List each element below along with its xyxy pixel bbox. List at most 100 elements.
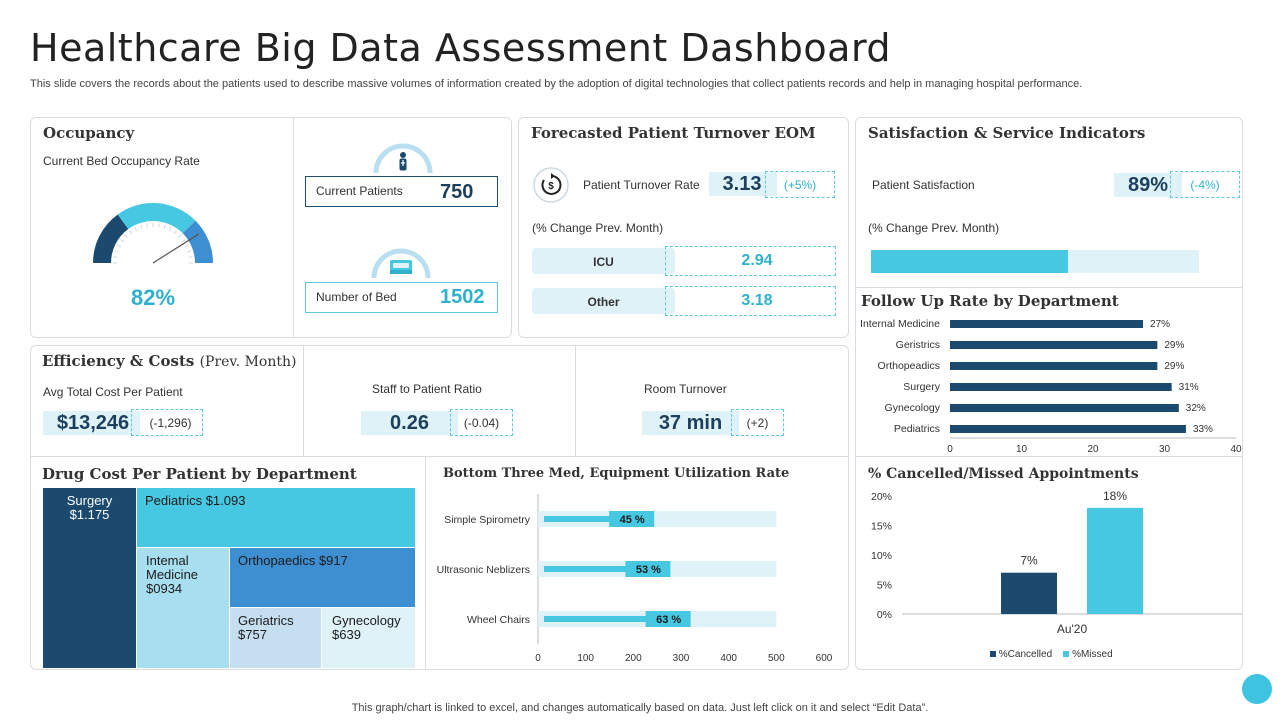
legend-cancelled: %Cancelled: [998, 649, 1053, 660]
treemap-pediatrics: Pediatrics $1.093: [137, 488, 415, 547]
turnover-title: Forecasted Patient Turnover EOM: [531, 124, 816, 142]
followup-xtick: 30: [1159, 444, 1171, 455]
other-row-bg: [532, 288, 675, 314]
satisfaction-label: Patient Satisfaction: [872, 178, 975, 192]
gauge-needle: [152, 233, 199, 264]
followup-value-label: 31%: [1179, 382, 1199, 393]
room-turnover-change: (+2): [746, 416, 769, 430]
page-title: Healthcare Big Data Assessment Dashboard: [30, 26, 892, 70]
avg-cost-label: Avg Total Cost Per Patient: [43, 385, 183, 399]
treemap-internal-medicine: Intemal Medicine $0934: [137, 548, 229, 668]
equipment-title: Bottom Three Med, Equipment Utilization …: [443, 466, 790, 481]
equipment-value-box: [609, 511, 655, 527]
beds-label: Number of Bed: [316, 290, 397, 304]
turnover-rate-label: Patient Turnover Rate: [583, 178, 700, 192]
equipment-value-label: 63 %: [656, 614, 681, 626]
treemap-internal-medicine-value: $0934: [146, 581, 183, 596]
followup-value-label: 32%: [1186, 403, 1206, 414]
patient-icon: [373, 143, 433, 174]
gauge-tick: [188, 256, 193, 258]
equipment-bar-track: [538, 511, 777, 527]
drug-cost-title: Drug Cost Per Patient by Department: [42, 465, 357, 483]
treemap-orthopaedics: Orthopaedics $917: [230, 548, 415, 607]
other-value-box: [665, 286, 836, 316]
turnover-change-label: (% Change Prev. Month): [532, 221, 664, 235]
legend-swatch-missed: [1063, 651, 1070, 657]
satisfaction-change: (-4%): [1190, 178, 1220, 192]
followup-title: Follow Up Rate by Department: [861, 292, 1119, 310]
followup-xtick: 20: [1087, 444, 1099, 455]
followup-bar: [950, 362, 1158, 370]
occupancy-title: Occupancy: [43, 124, 135, 142]
equipment-xtick: 500: [768, 653, 785, 664]
cancelled-legend: %Cancelled %Missed: [990, 649, 1113, 660]
gauge-seg-mid: [117, 203, 196, 234]
room-turnover-bg: [642, 411, 739, 435]
equipment-xtick: 300: [673, 653, 690, 664]
equipment-cat-label: Wheel Chairs: [467, 614, 530, 626]
followup-bar: [950, 425, 1186, 433]
treemap-gynecology-name: Gynecology: [332, 613, 401, 628]
gauge-tick: [187, 250, 192, 253]
gauge-tick: [120, 239, 125, 243]
beds-box: [305, 282, 498, 313]
satisfaction-value: 89%: [1127, 174, 1169, 196]
followup-cat-label: Geristrics: [896, 339, 940, 351]
footer-note: This graph/chart is linked to excel, and…: [351, 702, 929, 714]
followup-cat-label: Gynecology: [885, 402, 941, 414]
icu-value: 2.94: [741, 252, 773, 269]
gauge-tick: [181, 239, 186, 243]
staff-ratio-value: 0.26: [390, 412, 429, 434]
treemap-pediatrics-value: $1.093: [205, 493, 246, 508]
efficiency-title: Efficiency & Costs (Prev. Month): [42, 352, 296, 370]
svg-text:$: $: [548, 181, 554, 192]
gauge-tick: [163, 224, 166, 229]
followup-xtick: 10: [1016, 444, 1028, 455]
turnover-icon: $: [533, 167, 569, 203]
satisfaction-change-label: (% Change Prev. Month): [868, 221, 1000, 235]
room-turnover-value: 37 min: [658, 412, 723, 434]
cancelled-title: % Cancelled/Missed Appointments: [868, 466, 1139, 482]
efficiency-title-main: Efficiency & Costs: [42, 352, 195, 370]
treemap-orthopaedics-value: $917: [318, 553, 348, 568]
turnover-rate-change-box: [765, 171, 835, 198]
gauge-tick: [140, 224, 143, 229]
followup-cat-label: Pediatrics: [894, 423, 940, 435]
equipment-value-box: [645, 611, 691, 627]
equipment-xtick: 400: [720, 653, 737, 664]
cancelled-bar: [1001, 572, 1057, 614]
gauge-tick: [184, 244, 189, 248]
room-turnover-label: Room Turnover: [644, 382, 727, 396]
icu-value-box: [665, 246, 836, 276]
avg-cost-change-box: [131, 409, 203, 436]
followup-bar: [950, 341, 1158, 349]
gauge-tick: [173, 230, 177, 235]
followup-value-label: 29%: [1164, 340, 1184, 351]
gauge-tick: [134, 227, 138, 232]
followup-bar: [950, 320, 1144, 328]
treemap-geriatrics: Geriatrics $757: [230, 608, 321, 668]
treemap-geriatrics-name: Geriatrics: [238, 613, 294, 628]
satisfaction-bar-fill: [871, 250, 1068, 273]
satisfaction-divider-2: [856, 456, 1242, 457]
followup-chart: Internal Medicine 27% Geristrics 29% Orthope…: [860, 318, 1242, 455]
equipment-xtick: 0: [535, 653, 541, 664]
followup-cat-label: Orthopeadics: [878, 360, 940, 372]
equipment-xtick: 100: [577, 653, 594, 664]
equipment-xtick: 200: [625, 653, 642, 664]
bed-icon: [371, 248, 431, 279]
followup-cat-label: Internal Medicine: [860, 318, 940, 330]
satisfaction-divider-1: [856, 287, 1242, 288]
current-patients-label: Current Patients: [316, 184, 403, 198]
cancelled-ytick: 10%: [871, 550, 892, 562]
gauge-tick: [124, 234, 128, 238]
cancelled-bar: [1087, 507, 1143, 614]
turnover-rate-value: 3.13: [722, 173, 762, 195]
cancelled-ytick: 0%: [877, 609, 892, 621]
gauge-tick: [168, 227, 172, 232]
equipment-bar: [544, 566, 656, 572]
followup-cat-label: Surgery: [903, 381, 941, 393]
page-subtitle: This slide covers the records about the …: [30, 78, 1083, 90]
gauge-tick: [114, 250, 119, 253]
satisfaction-change-box: [1170, 171, 1240, 198]
